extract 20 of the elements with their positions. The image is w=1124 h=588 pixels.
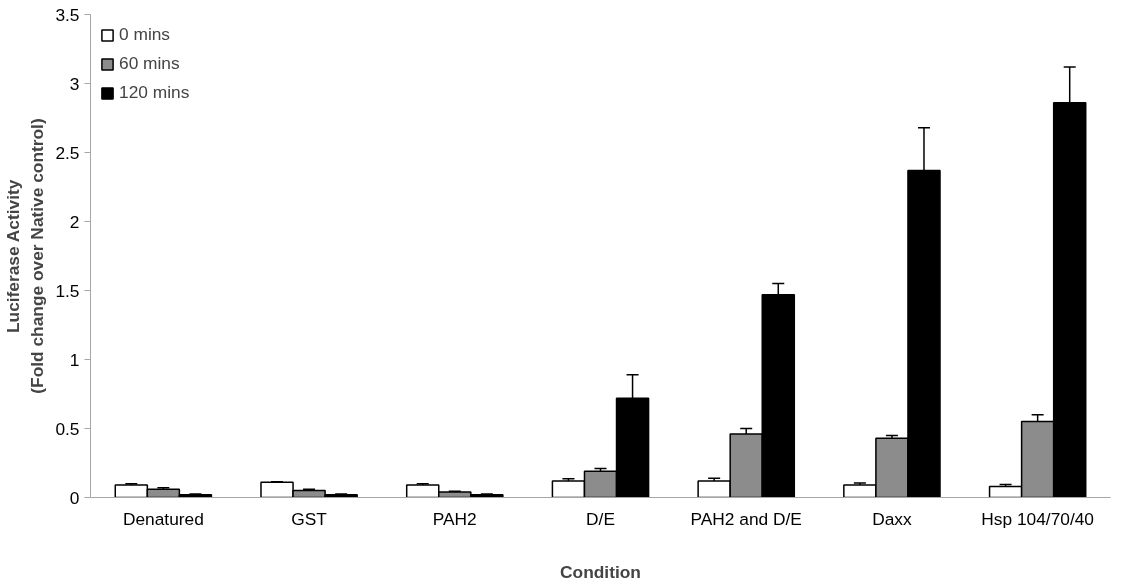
y-tick-label: 1.5 <box>55 280 80 301</box>
x-tick-label: Denatured <box>122 508 204 529</box>
legend-label: 0 mins <box>119 24 171 45</box>
x-tick-label: D/E <box>586 508 615 529</box>
y-tick-label: 0 <box>69 487 80 508</box>
legend-label: 120 mins <box>119 82 190 103</box>
x-tick-label: GST <box>291 508 328 529</box>
y-axis-title: Luciferase Activity (Fold change over Native control) <box>3 118 48 394</box>
y-tick-label: 2 <box>69 211 80 232</box>
legend-label: 60 mins <box>119 53 180 74</box>
x-axis-title: Condition <box>560 561 641 582</box>
y-tick-label: 3 <box>69 73 80 94</box>
x-tick-label: Daxx <box>872 508 912 529</box>
y-tick-label: 2.5 <box>55 142 80 163</box>
y-tick-label: 3.5 <box>55 4 80 25</box>
y-tick-label: 0.5 <box>55 418 80 439</box>
y-tick-label: 1 <box>69 349 80 370</box>
x-tick-label: Hsp 104/70/40 <box>981 508 1094 529</box>
x-tick-label: PAH2 <box>432 508 477 529</box>
x-tick-label: PAH2 and D/E <box>690 508 802 529</box>
